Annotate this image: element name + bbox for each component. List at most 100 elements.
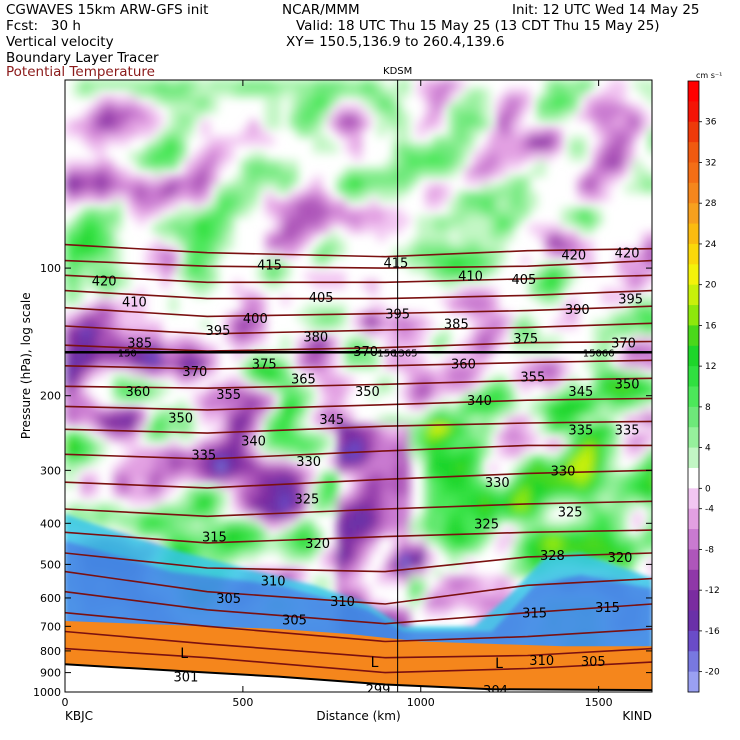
tracer-label: 1365 bbox=[392, 348, 417, 359]
isentrope-line bbox=[65, 500, 652, 518]
isentrope-label: 370 bbox=[611, 337, 636, 352]
isentrope-label: 330 bbox=[551, 464, 576, 479]
isentrope-label: 420 bbox=[92, 275, 117, 290]
isentrope-line bbox=[65, 570, 652, 605]
isentrope-line bbox=[65, 630, 652, 659]
y-tick-label: 1000 bbox=[33, 686, 61, 699]
isentrope-label: 315 bbox=[522, 607, 547, 622]
low-marker: L bbox=[495, 656, 503, 672]
isentrope-label: 299 bbox=[366, 683, 391, 698]
colorbar-bin bbox=[688, 182, 699, 204]
tracer-label: 150 bbox=[118, 348, 137, 359]
isentrope-label: 335 bbox=[615, 423, 640, 438]
isentrope-label: 385 bbox=[444, 317, 469, 332]
isentrope-label: 415 bbox=[257, 258, 282, 273]
x-tick-label: 1500 bbox=[585, 696, 613, 709]
isentrope-label: 305 bbox=[216, 592, 241, 607]
isentrope-label: 310 bbox=[529, 654, 554, 669]
isentrope-line bbox=[65, 340, 652, 352]
colorbar-bin bbox=[688, 569, 699, 591]
isentrope-label: 325 bbox=[558, 505, 583, 520]
y-tick-label: 500 bbox=[40, 558, 61, 571]
isentrope-line bbox=[65, 529, 652, 544]
y-tick-label: 100 bbox=[40, 262, 61, 275]
isentrope-label: 365 bbox=[291, 372, 316, 387]
low-marker: L bbox=[180, 646, 188, 662]
colorbar-bin bbox=[688, 223, 699, 245]
isentrope-label: 375 bbox=[252, 358, 277, 373]
x-tick-label: 500 bbox=[232, 696, 253, 709]
header-xy: XY= 150.5,136.9 to 260.4,139.6 bbox=[286, 34, 505, 50]
isentrope-label: 370 bbox=[182, 365, 207, 380]
colorbar-label: 32 bbox=[705, 158, 716, 168]
colorbar-bin bbox=[688, 610, 699, 632]
isentrope-label: 395 bbox=[206, 324, 231, 339]
colorbar-bin bbox=[688, 243, 699, 265]
colorbar-bin bbox=[688, 427, 699, 449]
isentrope-label: 335 bbox=[568, 423, 593, 438]
isentrope-label: 420 bbox=[561, 249, 586, 264]
colorbar-bin bbox=[688, 529, 699, 550]
isentrope-line bbox=[65, 243, 652, 258]
isentrope-label: 315 bbox=[595, 601, 620, 616]
isentrope-label: 410 bbox=[122, 296, 147, 311]
y-tick-label: 700 bbox=[40, 620, 61, 633]
isentrope-label: 335 bbox=[191, 448, 216, 463]
low-marker: L bbox=[371, 655, 379, 671]
colorbar-label: 8 bbox=[705, 403, 711, 413]
isentrope-label: 305 bbox=[282, 614, 307, 629]
colorbar-bin bbox=[688, 81, 699, 102]
isentrope-label: 320 bbox=[305, 537, 330, 552]
colorbar-bin bbox=[688, 406, 699, 428]
colorbar-bin bbox=[688, 508, 699, 530]
isentrope-label: 360 bbox=[451, 358, 476, 373]
isentrope-line bbox=[65, 397, 652, 411]
colorbar-label: -8 bbox=[705, 545, 714, 555]
isentrope-label: 410 bbox=[458, 269, 483, 284]
tracer-label: 15066 bbox=[583, 348, 615, 359]
colorbar-bin bbox=[688, 488, 699, 510]
colorbar-label: 16 bbox=[705, 321, 717, 331]
header-field-3: Potential Temperature bbox=[6, 64, 155, 80]
isentrope-label: 304 bbox=[483, 684, 508, 699]
isentrope-label: 350 bbox=[615, 377, 640, 392]
isentrope-label: 320 bbox=[608, 551, 633, 566]
colorbar-label: 0 bbox=[705, 484, 711, 494]
isentrope-label: 420 bbox=[615, 247, 640, 262]
isentrope-label: 350 bbox=[168, 411, 193, 426]
isentrope-line bbox=[65, 377, 652, 390]
colorbar-bin bbox=[688, 590, 699, 612]
isentrope-label: 355 bbox=[520, 370, 545, 385]
isentrope-label: 345 bbox=[319, 413, 344, 428]
isentrope-label: 325 bbox=[295, 493, 320, 508]
end-station-label: KIND bbox=[622, 709, 652, 723]
header-valid: Valid: 18 UTC Thu 15 May 25 (13 CDT Thu … bbox=[296, 18, 660, 34]
header-center: NCAR/MMM bbox=[282, 2, 360, 18]
isentrope-line bbox=[65, 590, 652, 625]
colorbar-bin bbox=[688, 101, 699, 123]
colorbar-label: 20 bbox=[705, 281, 717, 291]
isentrope-label: 400 bbox=[243, 312, 268, 327]
isentrope-label: 405 bbox=[512, 273, 537, 288]
isentrope-label: 330 bbox=[296, 455, 321, 470]
terrain bbox=[65, 664, 652, 692]
y-tick-label: 300 bbox=[40, 464, 61, 477]
isentrope-label: 340 bbox=[241, 434, 266, 449]
isentrope-line bbox=[65, 305, 652, 318]
colorbar-bin bbox=[688, 651, 699, 673]
isentrope-line bbox=[65, 322, 652, 335]
colorbar-bin bbox=[688, 264, 699, 286]
y-tick-label: 200 bbox=[40, 390, 61, 403]
colorbar-bin bbox=[688, 549, 699, 571]
isentrope-label: 315 bbox=[202, 531, 227, 546]
isentrope-line bbox=[65, 359, 652, 370]
y-tick-label: 800 bbox=[40, 645, 61, 658]
colorbar-label: -20 bbox=[705, 668, 720, 678]
x-tick-label: 1000 bbox=[407, 696, 435, 709]
colorbar-bin bbox=[688, 142, 699, 163]
isentrope-line bbox=[65, 259, 652, 269]
colorbar-label: 24 bbox=[705, 240, 717, 250]
colorbar-label: -12 bbox=[705, 586, 720, 596]
colorbar-bin bbox=[688, 203, 699, 225]
